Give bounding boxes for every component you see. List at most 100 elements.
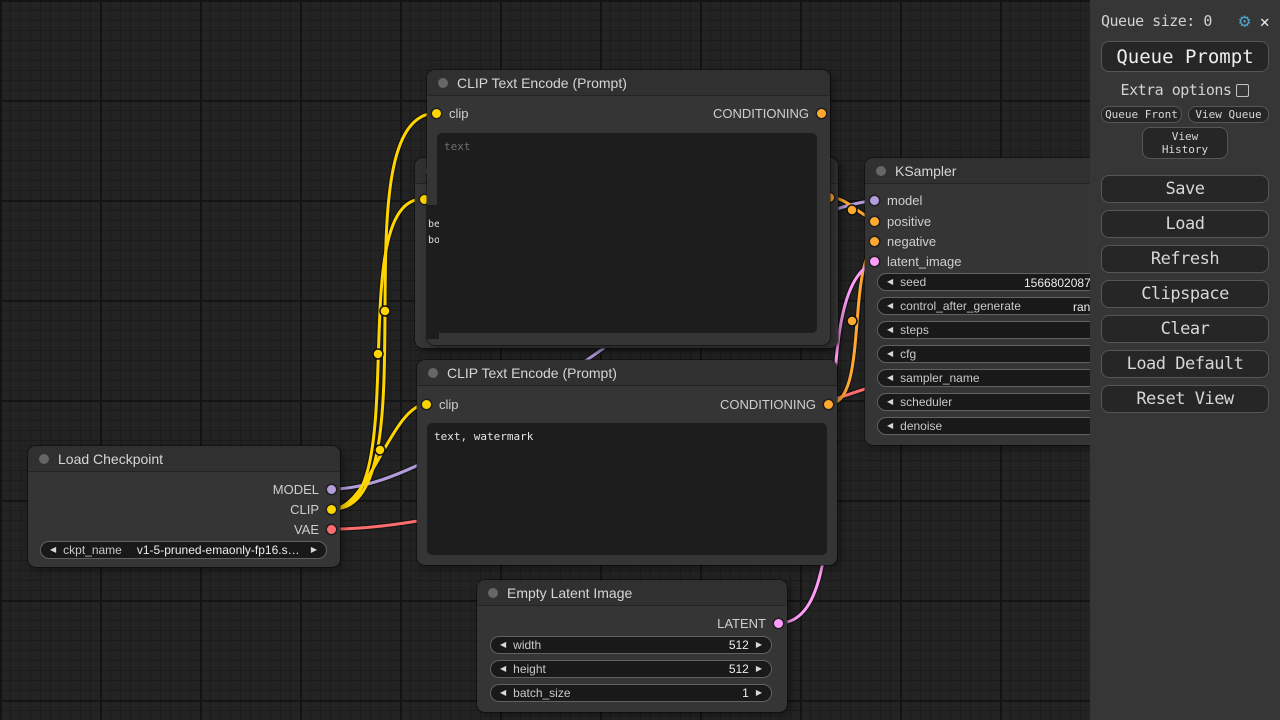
steps-widget[interactable]: ◀ steps [877,321,1143,339]
node-load-checkpoint[interactable]: Load Checkpoint MODEL CLIP VAE ◀ ckpt_na… [28,446,340,567]
view-queue-button[interactable]: View Queue [1188,106,1269,123]
clip-port-icon[interactable] [420,194,429,204]
queue-front-button[interactable]: Queue Front [1101,106,1182,123]
comfy-menu: Queue size: 0 ⚙ ✕ Queue Prompt Extra opt… [1090,0,1280,720]
node-titlebar[interactable]: Empty Latent Image [477,580,787,606]
port-label: MODEL [272,481,319,497]
node-title: CLIP Text Encode (Prompt) [447,364,617,381]
node-empty-latent-image[interactable]: Empty Latent Image LATENT ◀ width 512 ▶ … [477,580,787,712]
increment-arrow-icon[interactable]: ▶ [755,664,762,673]
decrement-arrow-icon[interactable]: ◀ [887,373,894,382]
width-widget[interactable]: ◀ width 512 ▶ [490,636,772,654]
model-port-icon[interactable] [327,484,336,494]
view-history-line: History [1161,143,1209,156]
extra-options-checkbox[interactable] [1236,83,1250,97]
output-port-conditioning: CONDITIONING [720,395,833,413]
clipspace-button[interactable]: Clipspace [1101,280,1269,308]
widget-value: v1-5-pruned-emaonly-fp16.s… [136,543,300,557]
latent-port-icon[interactable] [774,618,783,628]
cfg-widget[interactable]: ◀ cfg [877,345,1143,363]
input-port-clip: clip [432,104,469,122]
port-label: VAE [293,521,319,537]
input-port-latent-image: latent_image [870,252,961,270]
vae-port-icon[interactable] [327,524,336,534]
clear-button[interactable]: Clear [1101,315,1269,343]
link-midpoint-dot [379,305,391,317]
load-button[interactable]: Load [1101,210,1269,238]
output-port-model: MODEL [273,480,336,498]
clip-port-icon[interactable] [432,108,441,118]
node-clip-text-encode-negative[interactable]: CLIP Text Encode (Prompt) clip CONDITION… [417,360,837,565]
widget-label: ckpt_name [63,543,122,557]
clip-port-icon[interactable] [422,399,431,409]
widget-label: width [513,638,542,652]
settings-gear-icon[interactable]: ⚙ [1238,10,1250,32]
load-default-button[interactable]: Load Default [1101,350,1269,378]
conditioning-port-icon[interactable] [824,399,833,409]
decrement-arrow-icon[interactable]: ◀ [887,277,894,286]
collapse-dot-icon[interactable] [488,587,498,598]
node-title: Load Checkpoint [58,450,164,467]
prompt-textarea[interactable]: text [437,133,817,333]
node-title: CLIP Text Encode (Prompt) [457,74,627,91]
output-port-conditioning: CONDITIONING [713,104,826,122]
batch-size-widget[interactable]: ◀ batch_size 1 ▶ [490,684,772,702]
port-label: model [887,192,923,208]
widget-label: sampler_name [900,371,980,385]
decrement-arrow-icon[interactable]: ◀ [500,688,507,697]
decrement-arrow-icon[interactable]: ◀ [887,325,894,334]
decrement-arrow-icon[interactable]: ◀ [887,397,894,406]
prompt-textarea[interactable]: text, watermark [427,423,827,555]
widget-label: steps [900,323,929,337]
sampler-name-widget[interactable]: ◀ sampler_name [877,369,1143,387]
save-button[interactable]: Save [1101,175,1269,203]
increment-arrow-icon[interactable]: ▶ [310,545,317,554]
node-clip-text-encode-positive[interactable]: CLIP Text Encode (Prompt) clip CONDITION… [427,70,830,345]
decrement-arrow-icon[interactable]: ◀ [500,640,507,649]
scheduler-widget[interactable]: ◀ scheduler [877,393,1143,411]
decrement-arrow-icon[interactable]: ◀ [500,664,507,673]
decrement-arrow-icon[interactable]: ◀ [887,301,894,310]
close-icon[interactable]: ✕ [1259,11,1270,31]
node-titlebar[interactable]: CLIP Text Encode (Prompt) [417,360,837,386]
hidden-prompt-text-sliver: be bo [426,205,439,339]
queue-prompt-button[interactable]: Queue Prompt [1101,41,1269,72]
increment-arrow-icon[interactable]: ▶ [755,640,762,649]
increment-arrow-icon[interactable]: ▶ [755,688,762,697]
decrement-arrow-icon[interactable]: ◀ [887,421,894,430]
widget-label: control_after_generate [900,299,1021,313]
node-titlebar[interactable]: Load Checkpoint [28,446,340,472]
conditioning-port-icon[interactable] [870,216,879,226]
conditioning-port-icon[interactable] [817,108,826,118]
reset-view-button[interactable]: Reset View [1101,385,1269,413]
port-label: CLIP [290,501,319,517]
latent-port-icon[interactable] [870,256,879,266]
collapse-dot-icon[interactable] [438,77,448,88]
widget-label: denoise [900,419,943,433]
height-widget[interactable]: ◀ height 512 ▶ [490,660,772,678]
widget-label: height [513,662,546,676]
refresh-button[interactable]: Refresh [1101,245,1269,273]
widget-value: 512 [728,638,749,652]
view-history-button[interactable]: View History [1142,127,1228,159]
decrement-arrow-icon[interactable]: ◀ [887,349,894,358]
collapse-dot-icon[interactable] [39,453,49,464]
node-titlebar[interactable]: CLIP Text Encode (Prompt) [427,70,830,96]
widget-value: 1 [742,686,749,700]
port-label: LATENT [717,615,766,631]
denoise-widget[interactable]: ◀ denoise [877,417,1143,435]
collapse-dot-icon[interactable] [428,367,438,378]
node-title: Empty Latent Image [507,584,633,601]
model-port-icon[interactable] [870,195,879,205]
widget-label: seed [900,275,927,289]
seed-widget[interactable]: ◀ seed 1566802087 [877,273,1143,291]
ckpt-name-widget[interactable]: ◀ ckpt_name v1-5-pruned-emaonly-fp16.s… … [40,541,327,559]
conditioning-port-icon[interactable] [870,236,879,246]
link-midpoint-dot [846,315,858,327]
wire-clip-to-negative [331,402,429,511]
decrement-arrow-icon[interactable]: ◀ [50,545,57,554]
collapse-dot-icon[interactable] [876,165,886,176]
link-midpoint-dot [846,204,858,216]
clip-port-icon[interactable] [327,504,336,514]
